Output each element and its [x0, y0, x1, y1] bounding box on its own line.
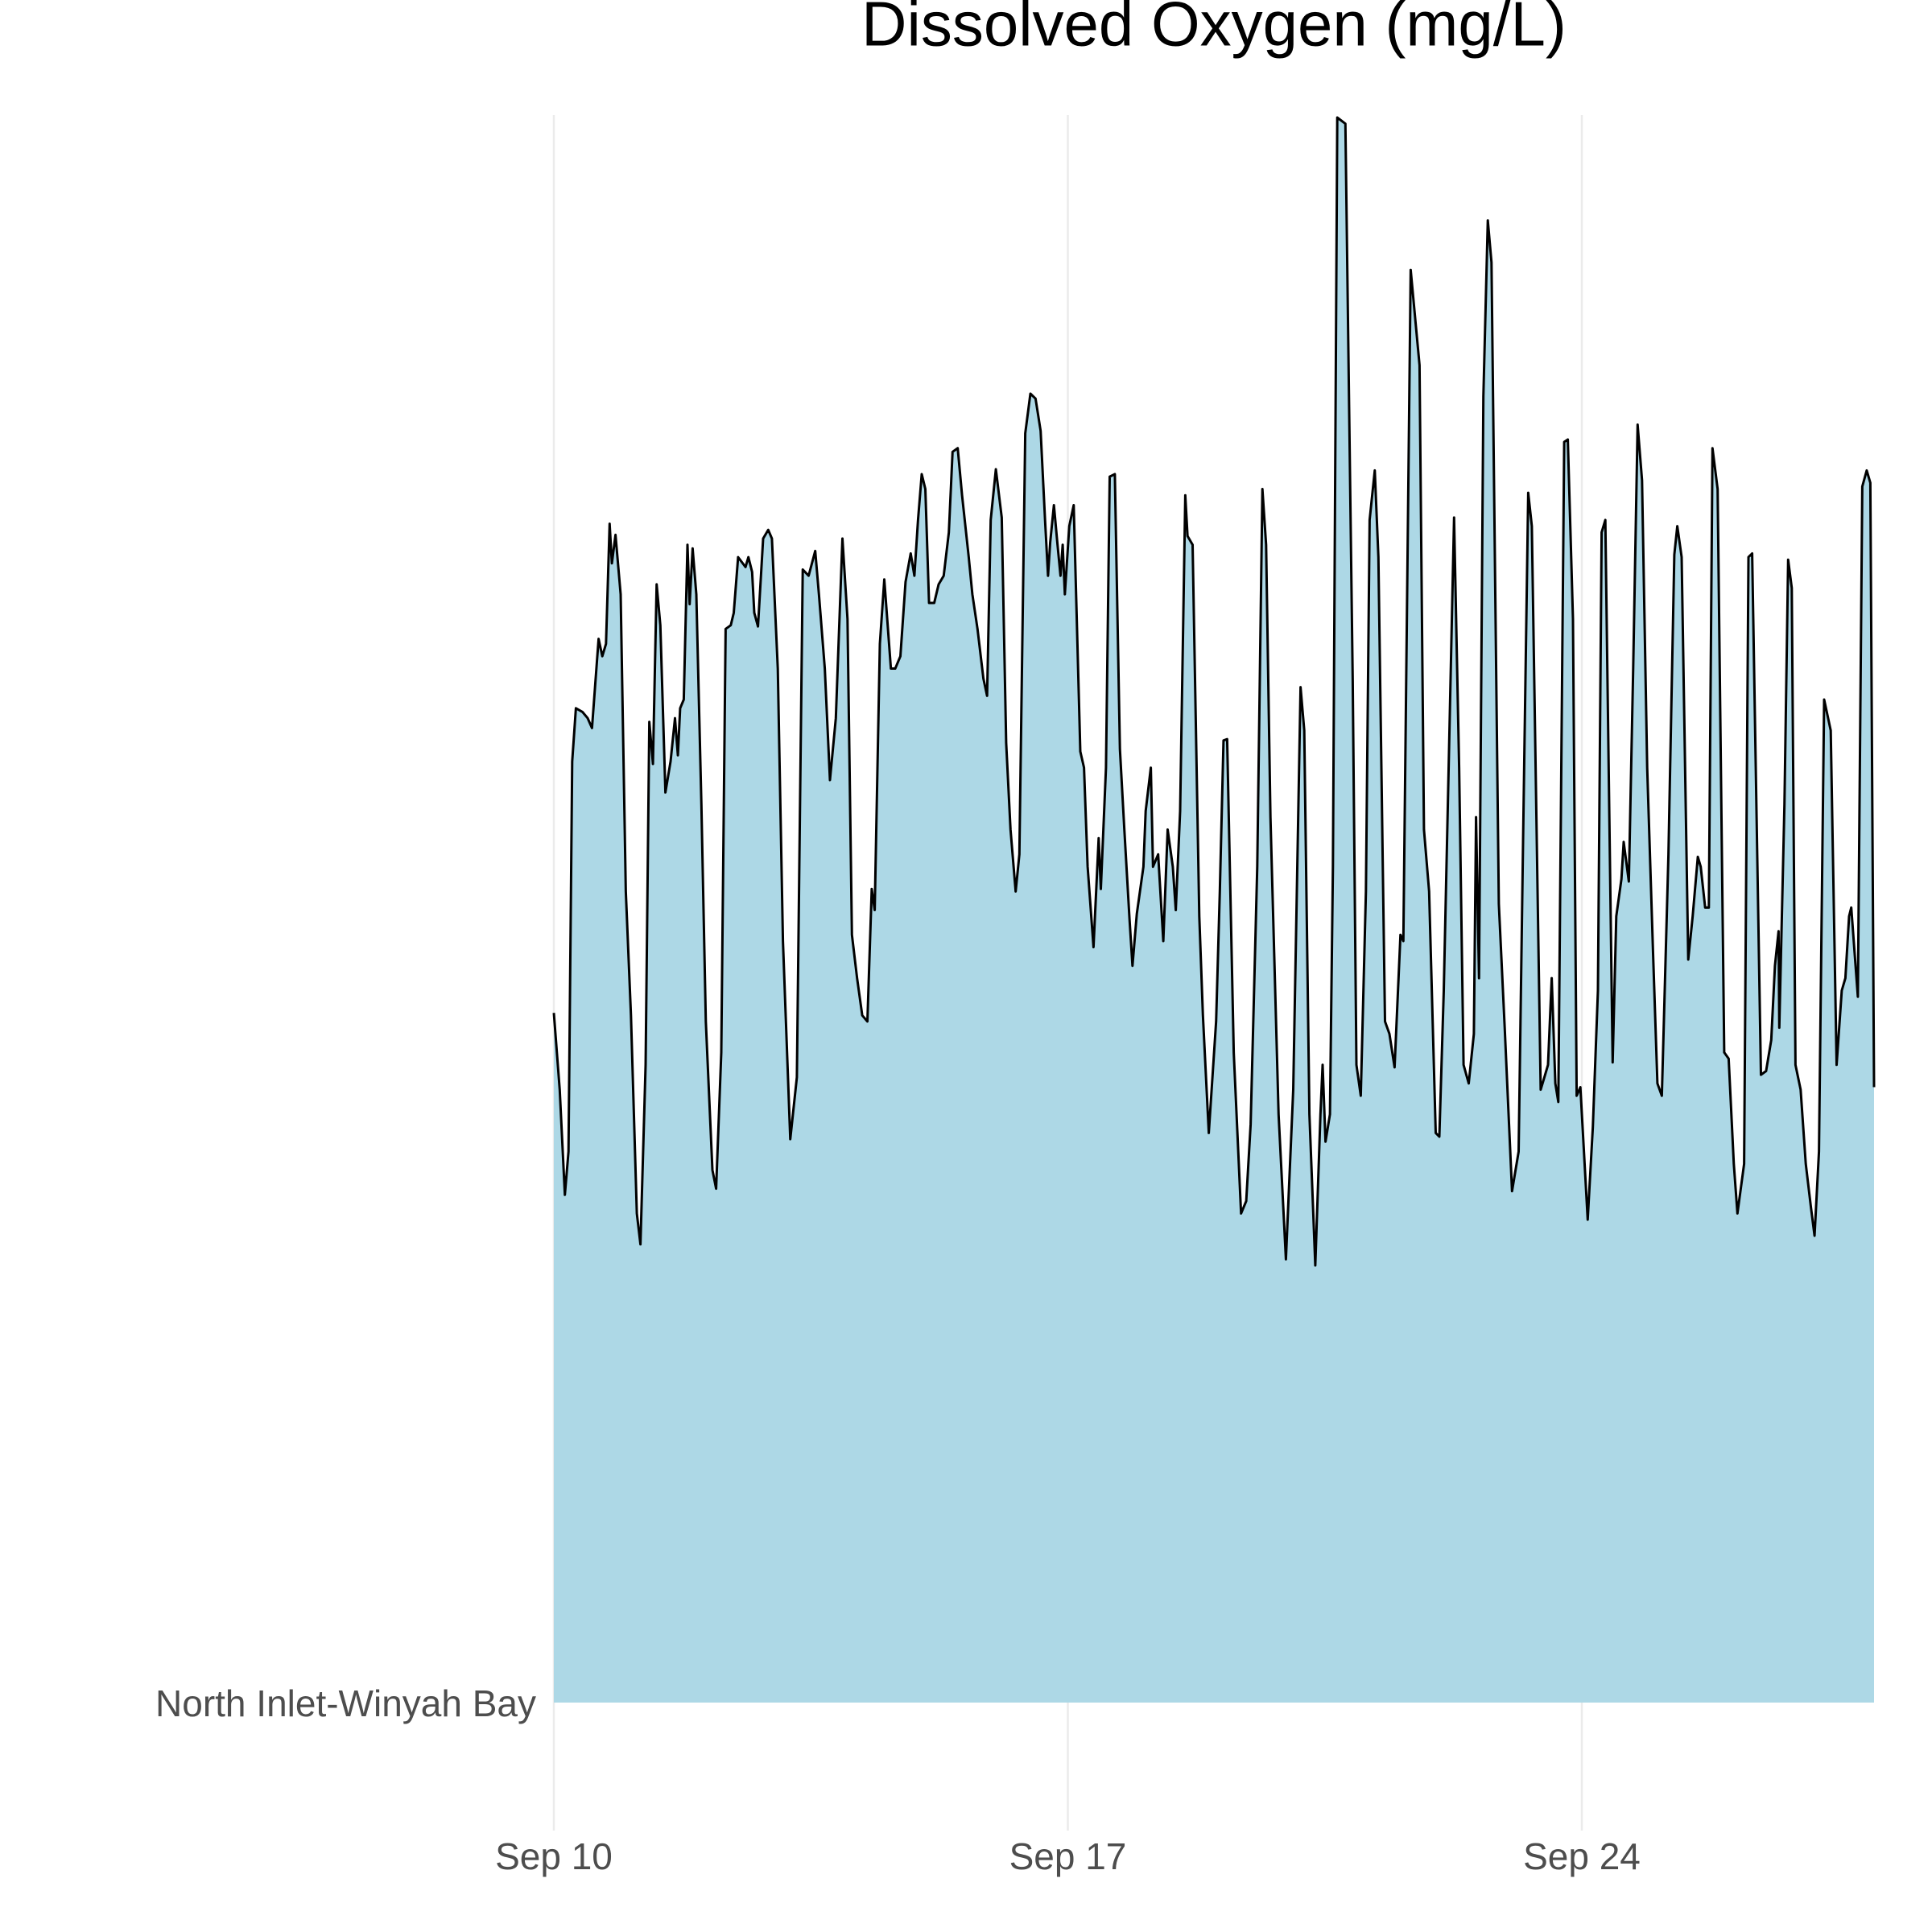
ridge-area	[554, 118, 1874, 1703]
x-tick-label: Sep 17	[1009, 1835, 1127, 1877]
x-tick-label: Sep 24	[1523, 1835, 1641, 1877]
x-tick-label: Sep 10	[495, 1835, 613, 1877]
chart-title: Dissolved Oxygen (mg/L)	[861, 0, 1567, 60]
y-category-label: North Inlet-Winyah Bay	[155, 1682, 536, 1724]
ridge-line	[552, 116, 1876, 1267]
